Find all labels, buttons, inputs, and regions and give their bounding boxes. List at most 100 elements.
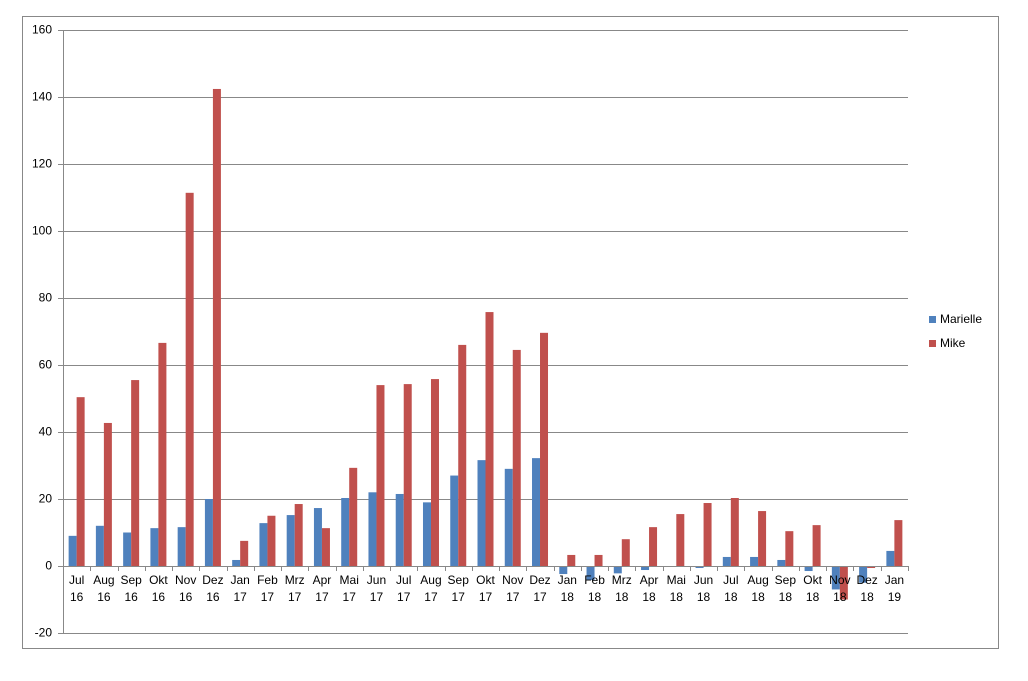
bar (341, 497, 350, 566)
bar (158, 342, 167, 566)
bar (294, 504, 303, 566)
bar (804, 566, 813, 572)
x-tick-label: Jul 17 (396, 573, 411, 604)
bar (232, 559, 241, 566)
x-tick-label: Sep 17 (448, 573, 470, 604)
x-tick-label: Sep 16 (120, 573, 142, 604)
bar (212, 88, 221, 567)
bar (368, 492, 377, 566)
y-tick-label: 0 (45, 559, 52, 573)
x-tick-label: Dez 16 (202, 573, 223, 604)
bar (68, 535, 77, 566)
bar (540, 332, 549, 566)
bar (859, 566, 868, 583)
bar (894, 520, 903, 566)
bar (785, 531, 794, 566)
bar (594, 554, 603, 566)
bar (430, 379, 439, 566)
bar (750, 556, 759, 566)
bar (76, 397, 85, 566)
x-tick-label: Aug 16 (93, 573, 114, 604)
x-tick-label: Jul 16 (69, 573, 84, 604)
bar (349, 467, 358, 566)
bar (131, 380, 140, 566)
bar (150, 528, 159, 566)
bar (458, 344, 467, 566)
x-tick-label: Mrz 17 (285, 573, 305, 604)
bar (567, 554, 576, 566)
bar (703, 503, 712, 566)
x-tick-label: Dez 17 (529, 573, 550, 604)
x-tick-label: Sep 18 (775, 573, 797, 604)
x-tick-label: Feb 17 (257, 573, 278, 604)
y-tick-label: 160 (32, 23, 52, 37)
bar (831, 566, 840, 590)
bar (758, 511, 767, 566)
x-tick-label: Apr 17 (313, 573, 332, 604)
bar (450, 475, 459, 566)
x-tick-label: Okt 17 (476, 573, 495, 604)
x-tick-label: Aug 17 (420, 573, 441, 604)
bar (259, 523, 268, 566)
bar (313, 508, 322, 566)
bar (722, 556, 731, 566)
x-tick-label: Nov 17 (502, 573, 523, 604)
x-tick-label: Jan 18 (558, 573, 577, 604)
y-tick-label: 20 (39, 492, 53, 506)
x-tick-label: Nov 16 (175, 573, 196, 604)
bar (177, 527, 186, 566)
bar (613, 566, 622, 574)
bar (267, 515, 276, 566)
bar (504, 468, 513, 566)
bar (286, 515, 295, 566)
bar (695, 566, 704, 569)
bar (886, 550, 895, 566)
y-tick-label: -20 (35, 626, 53, 640)
bar (641, 566, 650, 571)
legend-swatch (929, 316, 936, 323)
x-tick-label: Okt 16 (149, 573, 168, 604)
bar (676, 514, 685, 566)
bar (395, 493, 404, 566)
x-tick-label: Mrz 18 (612, 573, 632, 604)
y-tick-label: 80 (39, 291, 53, 305)
bar (586, 566, 595, 581)
x-tick-label: Jul 18 (723, 573, 738, 604)
bar (485, 312, 494, 566)
y-tick-label: 140 (32, 90, 52, 104)
bar (621, 539, 630, 566)
bar (95, 525, 104, 566)
bar (103, 422, 112, 566)
y-tick-label: 120 (32, 157, 52, 171)
bar (777, 559, 786, 566)
bar (123, 532, 132, 566)
bar (376, 385, 385, 566)
x-tick-label: Mai 18 (667, 573, 686, 604)
bar (730, 497, 739, 566)
x-tick-label: Mai 17 (340, 573, 359, 604)
y-tick-label: 60 (39, 358, 53, 372)
x-tick-label: Jan 17 (230, 573, 249, 604)
bar (477, 460, 486, 566)
bar (812, 525, 821, 566)
bar (321, 528, 330, 566)
bar (512, 349, 521, 566)
x-tick-label: Jun 17 (367, 573, 386, 604)
x-tick-label: Apr 18 (640, 573, 659, 604)
bar (649, 527, 658, 566)
x-tick-label: Nov 18 (829, 573, 850, 604)
x-tick-label: Aug 18 (747, 573, 768, 604)
x-tick-label: Jun 18 (694, 573, 713, 604)
y-tick-label: 40 (39, 425, 53, 439)
bar (422, 502, 431, 566)
bar (403, 384, 412, 566)
bar (532, 458, 541, 566)
bar (185, 192, 194, 566)
legend-label: Mike (940, 336, 966, 350)
legend-label: Marielle (940, 312, 982, 326)
bar (204, 499, 213, 566)
legend-swatch (929, 340, 936, 347)
x-tick-label: Okt 18 (803, 573, 822, 604)
bar (240, 540, 249, 566)
